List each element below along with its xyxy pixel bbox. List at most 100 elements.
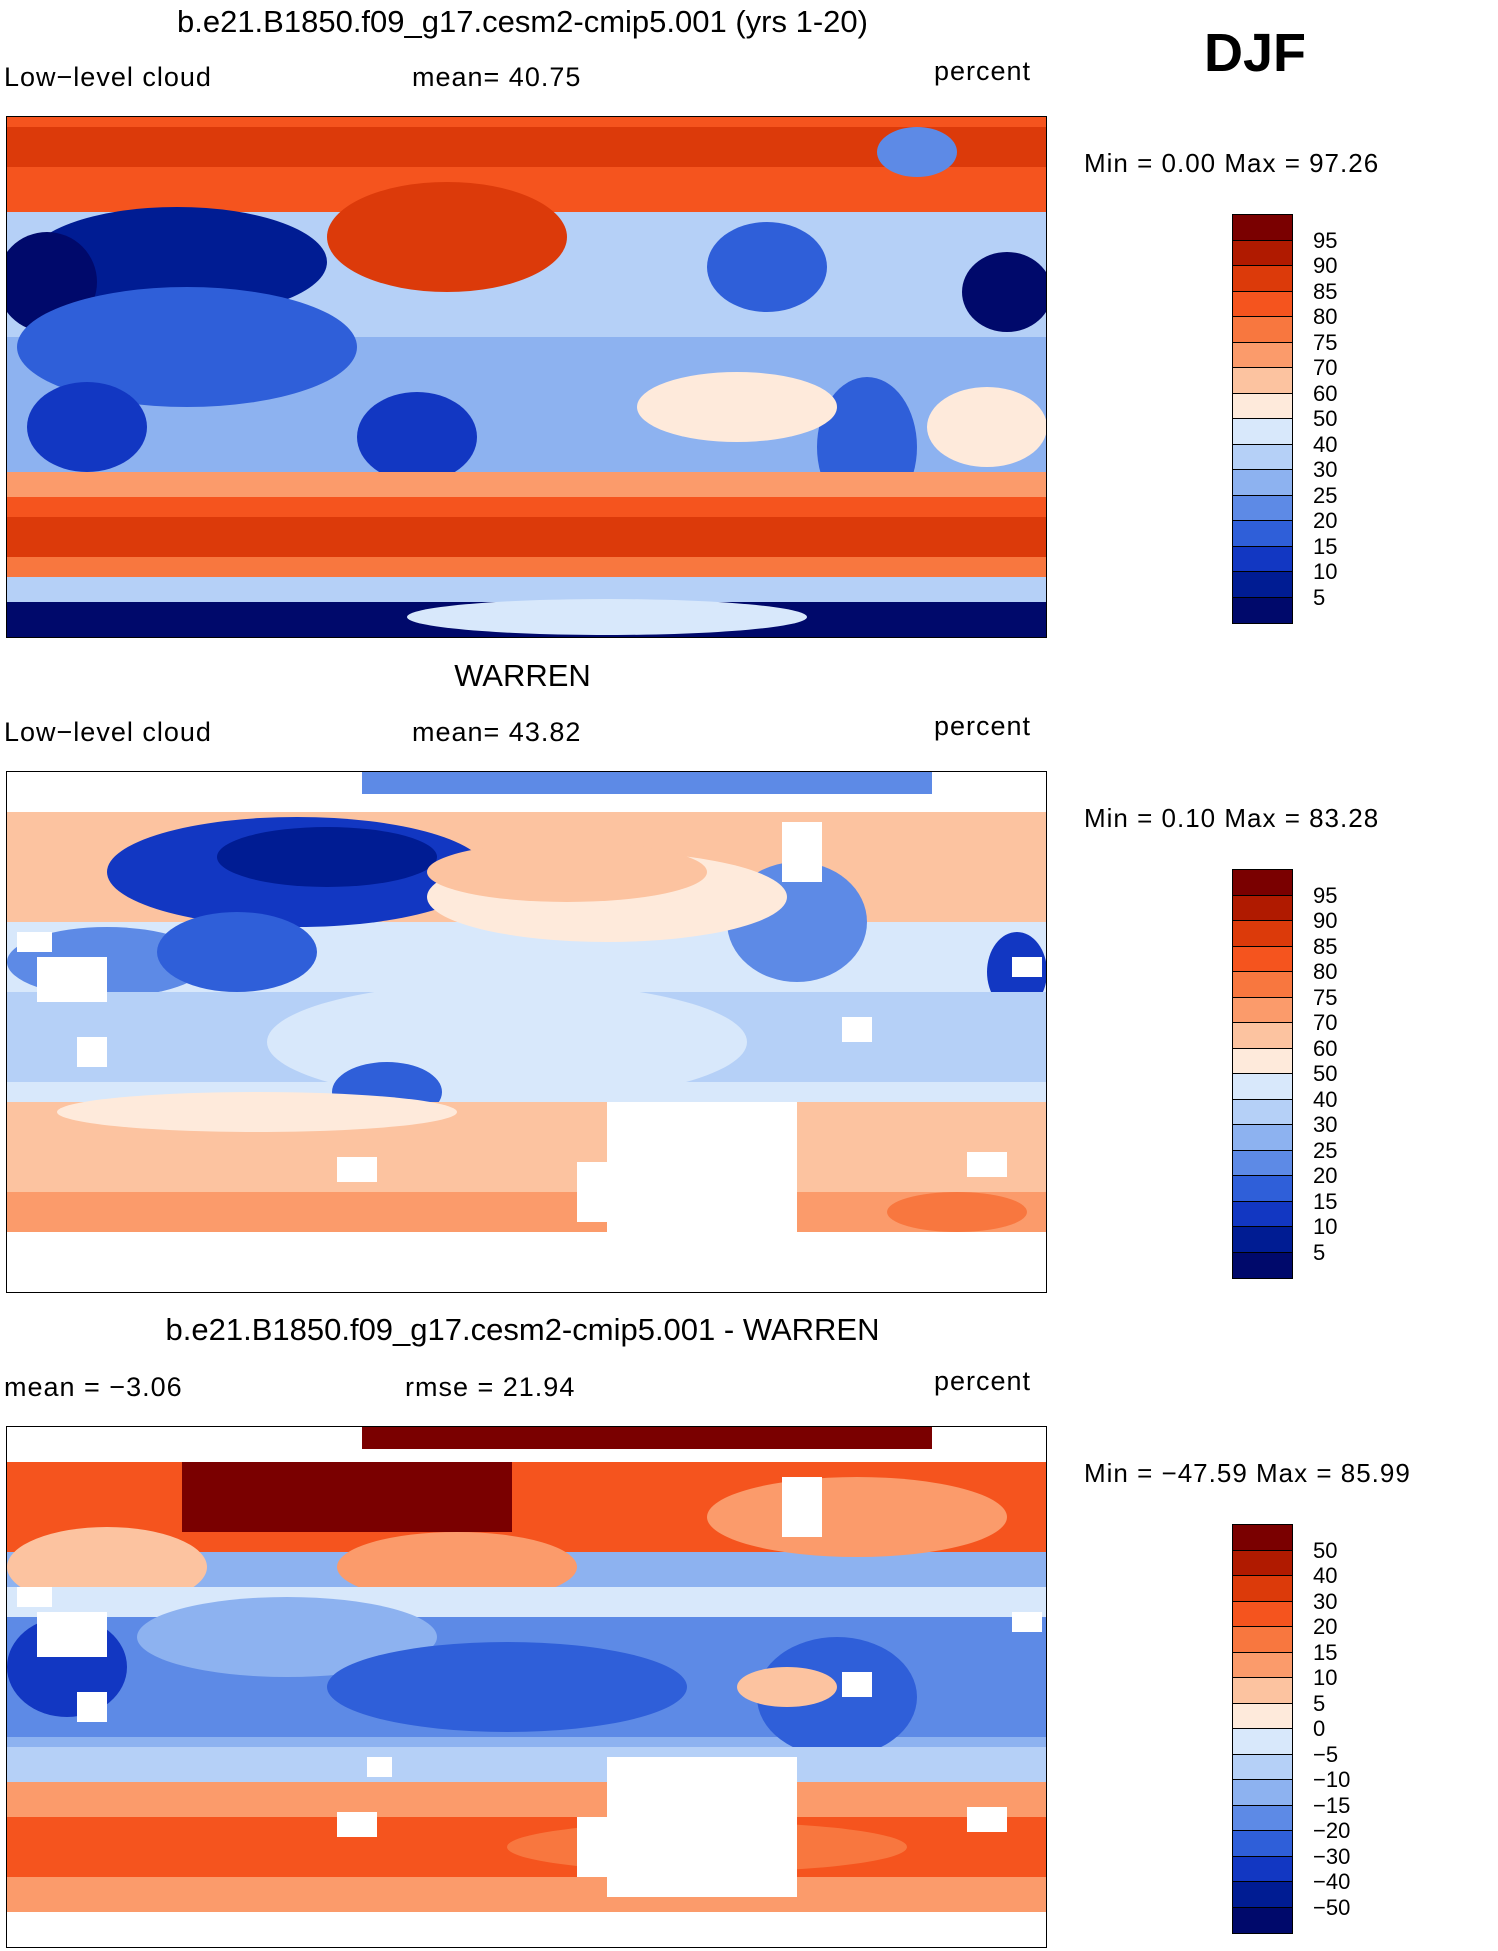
colorbar-tick-label: 5 [1313, 584, 1326, 610]
panel2-units-label: percent [934, 711, 1032, 741]
colorbar-tick-label: 15 [1313, 1639, 1338, 1665]
colorbar-tick-label: 40 [1313, 431, 1338, 457]
colorbar-tick-label: 20 [1313, 1614, 1338, 1639]
panel3-mean-label: mean = −3.06 [4, 1372, 183, 1402]
colorbar-swatch [1233, 1754, 1292, 1780]
colorbar-tick-label: 30 [1313, 1588, 1338, 1614]
panel2-variable-label: Low−level cloud [4, 717, 212, 747]
panel3-rmse-label: rmse = 21.94 [405, 1372, 576, 1402]
colorbar-swatch [1233, 546, 1292, 572]
colorbar-tick-label: −15 [1313, 1792, 1351, 1818]
panel1-colorbar [1232, 214, 1293, 624]
colorbar-tick-label: 50 [1313, 406, 1338, 431]
colorbar-swatch [1233, 1678, 1292, 1704]
colorbar-tick-label: 60 [1313, 380, 1338, 406]
colorbar-tick-label: 5 [1313, 1239, 1326, 1265]
colorbar-swatch [1233, 1729, 1292, 1755]
colorbar-swatch [1233, 895, 1292, 921]
panel1-minmax: Min = 0.00 Max = 97.26 [1084, 148, 1380, 178]
colorbar-swatch [1233, 1201, 1292, 1227]
panel3-minmax: Min = −47.59 Max = 85.99 [1084, 1458, 1411, 1488]
colorbar-swatch [1233, 1099, 1292, 1125]
colorbar-tick-label: 80 [1313, 304, 1338, 329]
panel3-colorbar [1232, 1524, 1293, 1934]
colorbar-tick-label: 30 [1313, 1112, 1338, 1137]
colorbar-swatch [1233, 1227, 1292, 1253]
colorbar-swatch [1233, 1703, 1292, 1729]
colorbar-swatch [1233, 444, 1292, 470]
colorbar-swatch [1233, 1856, 1292, 1882]
colorbar-swatch [1233, 1805, 1292, 1831]
colorbar-swatch [1233, 521, 1292, 547]
colorbar-swatch [1233, 1550, 1292, 1576]
colorbar-swatch [1233, 266, 1292, 292]
colorbar-tick-label: 85 [1313, 278, 1338, 304]
colorbar-swatch [1233, 1652, 1292, 1678]
colorbar-swatch [1233, 946, 1292, 972]
colorbar-tick-label: 30 [1313, 457, 1338, 482]
colorbar-swatch [1233, 1074, 1292, 1100]
colorbar-tick-label: 75 [1313, 329, 1338, 355]
colorbar-swatch [1233, 1048, 1292, 1074]
panel2-colorbar [1232, 869, 1293, 1279]
colorbar-swatch [1233, 419, 1292, 445]
colorbar-swatch [1233, 393, 1292, 419]
colorbar-swatch [1233, 1601, 1292, 1627]
colorbar-swatch [1233, 1252, 1292, 1278]
colorbar-tick-label: 40 [1313, 1086, 1338, 1112]
panel1-title: b.e21.B1850.f09_g17.cesm2-cmip5.001 (yrs… [176, 4, 868, 39]
colorbar-swatch [1233, 870, 1292, 896]
colorbar-tick-label: 15 [1313, 533, 1338, 559]
colorbar-swatch [1233, 972, 1292, 998]
colorbar-swatch [1233, 317, 1292, 343]
panel1-map [6, 116, 1047, 638]
colorbar-swatch [1233, 1023, 1292, 1049]
panel3-map-svg [7, 1427, 1046, 1947]
colorbar-tick-label: 20 [1313, 508, 1338, 533]
colorbar-tick-label: 95 [1313, 227, 1338, 253]
colorbar-tick-label: 50 [1313, 1061, 1338, 1086]
panel2-minmax: Min = 0.10 Max = 83.28 [1084, 803, 1380, 833]
season-label: DJF [1204, 23, 1307, 83]
panel1-mean-label: mean= 40.75 [412, 62, 582, 92]
colorbar-tick-label: −30 [1313, 1843, 1351, 1869]
colorbar-swatch [1233, 291, 1292, 317]
panel2-map [6, 771, 1047, 1293]
panel2-mean-label: mean= 43.82 [412, 717, 582, 747]
colorbar-tick-label: 25 [1313, 1137, 1338, 1163]
colorbar-swatch [1233, 997, 1292, 1023]
colorbar-tick-label: 10 [1313, 1665, 1338, 1690]
panel3-units-label: percent [934, 1366, 1032, 1396]
colorbar-tick-label: 90 [1313, 908, 1338, 933]
colorbar-tick-label: −20 [1313, 1818, 1351, 1843]
colorbar-swatch [1233, 1576, 1292, 1602]
colorbar-tick-label: −5 [1313, 1741, 1339, 1767]
colorbar-tick-label: 10 [1313, 559, 1338, 584]
panel3-map [6, 1426, 1047, 1948]
colorbar-tick-label: 95 [1313, 882, 1338, 908]
colorbar-swatch [1233, 1150, 1292, 1176]
colorbar-tick-label: 15 [1313, 1188, 1338, 1214]
colorbar-tick-label: 70 [1313, 355, 1338, 380]
colorbar-tick-label: 80 [1313, 959, 1338, 984]
colorbar-swatch [1233, 1882, 1292, 1908]
colorbar-tick-label: 75 [1313, 984, 1338, 1010]
panel1-map-svg [7, 117, 1046, 637]
colorbar-swatch [1233, 1525, 1292, 1551]
colorbar-swatch [1233, 240, 1292, 266]
colorbar-tick-label: 0 [1313, 1716, 1326, 1741]
colorbar-tick-label: 10 [1313, 1214, 1338, 1239]
colorbar-tick-label: 60 [1313, 1035, 1338, 1061]
colorbar-swatch [1233, 1627, 1292, 1653]
colorbar-swatch [1233, 1831, 1292, 1857]
colorbar-tick-label: −50 [1313, 1894, 1351, 1920]
colorbar-tick-label: 85 [1313, 933, 1338, 959]
colorbar-tick-label: 70 [1313, 1010, 1338, 1035]
colorbar-swatch [1233, 1907, 1292, 1933]
colorbar-swatch [1233, 572, 1292, 598]
panel1-units-label: percent [934, 56, 1032, 86]
colorbar-tick-label: −10 [1313, 1767, 1351, 1792]
colorbar-swatch [1233, 342, 1292, 368]
colorbar-swatch [1233, 1125, 1292, 1151]
panel1-variable-label: Low−level cloud [4, 62, 212, 92]
